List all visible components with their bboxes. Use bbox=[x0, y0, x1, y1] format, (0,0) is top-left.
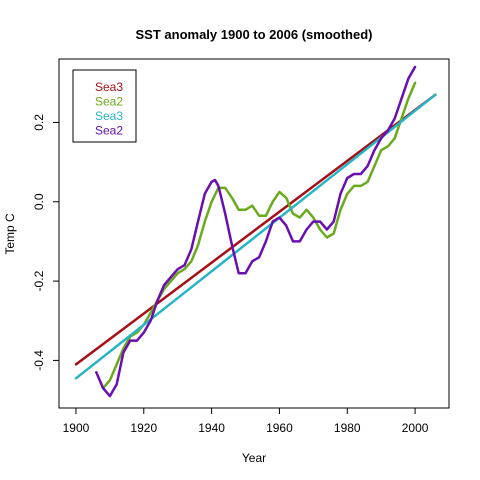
legend-box bbox=[72, 69, 137, 143]
y-tick-label: 0.2 bbox=[32, 114, 46, 131]
chart-title: SST anomaly 1900 to 2006 (smoothed) bbox=[136, 27, 373, 42]
x-axis: 1900 1920 1940 1960 1980 2000 bbox=[63, 408, 429, 435]
y-axis: -0.4 -0.2 0.0 0.2 bbox=[32, 114, 59, 371]
x-tick-label: 2000 bbox=[402, 421, 429, 435]
x-tick-label: 1960 bbox=[266, 421, 293, 435]
legend-entry-3: Sea3 bbox=[95, 109, 123, 123]
x-tick-label: 1980 bbox=[334, 421, 361, 435]
y-tick-label: 0.0 bbox=[32, 193, 46, 210]
x-tick-label: 1900 bbox=[63, 421, 90, 435]
series-line-2 bbox=[101, 81, 417, 390]
y-tick-label: -0.4 bbox=[32, 350, 46, 371]
series-line-4 bbox=[95, 65, 417, 398]
series-line-1 bbox=[74, 93, 437, 366]
x-axis-label: Year bbox=[242, 451, 266, 465]
y-tick-label: -0.2 bbox=[32, 270, 46, 291]
x-tick-label: 1920 bbox=[130, 421, 157, 435]
series-line-3 bbox=[74, 93, 437, 380]
plot-frame bbox=[58, 58, 450, 409]
y-axis-label: Temp C bbox=[3, 213, 17, 255]
legend-entry-4: Sea2 bbox=[95, 124, 123, 138]
legend-entry-1: Sea3 bbox=[95, 80, 123, 94]
x-tick-label: 1940 bbox=[198, 421, 225, 435]
series-layer bbox=[74, 65, 437, 398]
legend-entry-2: Sea2 bbox=[95, 95, 123, 109]
